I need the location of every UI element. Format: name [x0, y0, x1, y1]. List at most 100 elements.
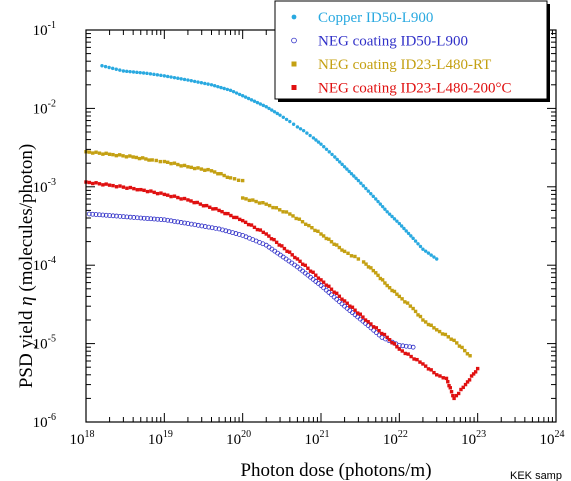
data-point-fill — [282, 246, 287, 251]
data-point-fill — [403, 300, 407, 304]
data-point-fill — [432, 370, 436, 375]
data-point-fill — [274, 240, 279, 245]
legend-label: NEG coating ID23-L480-RT — [318, 57, 491, 73]
data-point-fill — [298, 259, 302, 264]
data-point-fill — [230, 230, 235, 236]
data-point — [410, 344, 416, 350]
data-point-fill — [429, 253, 433, 257]
data-point-fill — [269, 237, 274, 241]
y-tick-label: 10-3 — [33, 177, 56, 196]
data-point — [162, 74, 167, 78]
data-point-fill — [337, 294, 342, 298]
data-point-fill — [284, 117, 289, 122]
data-point-fill — [275, 250, 280, 256]
data-point — [301, 128, 306, 133]
data-point — [333, 155, 337, 159]
x-tick-label: 1019 — [148, 429, 173, 448]
data-point-fill — [418, 314, 423, 319]
data-point-fill — [460, 345, 464, 350]
data-point-fill — [441, 376, 445, 380]
data-point — [385, 283, 389, 288]
data-point-fill — [206, 167, 210, 172]
data-point — [397, 347, 402, 351]
data-point-fill — [93, 212, 99, 217]
data-point-fill — [216, 84, 220, 89]
data-point-fill — [158, 217, 164, 222]
data-point-fill — [141, 215, 147, 221]
data-point — [186, 78, 190, 82]
data-point-fill — [390, 288, 394, 293]
data-point-fill — [149, 189, 153, 193]
data-point-fill — [465, 352, 470, 356]
data-point-fill — [335, 157, 339, 162]
x-tick-base: 10 — [305, 432, 320, 448]
data-point-fill — [314, 273, 318, 277]
data-point-fill — [289, 260, 295, 266]
data-point-fill — [238, 217, 242, 222]
x-tick-label: 1024 — [540, 429, 565, 448]
data-point-fill — [257, 201, 262, 205]
data-point — [397, 221, 402, 226]
data-point — [145, 71, 149, 76]
data-point-fill — [222, 86, 226, 91]
series-2 — [86, 211, 416, 350]
data-point-fill — [280, 244, 284, 248]
data-point-fill — [254, 199, 258, 204]
data-point-fill — [400, 349, 404, 353]
data-point-fill — [290, 253, 294, 257]
data-point-fill — [324, 283, 328, 287]
data-point-fill — [206, 224, 212, 230]
data-point-fill — [281, 210, 285, 214]
data-point-fill — [203, 81, 207, 86]
data-point — [356, 257, 361, 261]
data-point — [295, 264, 300, 270]
data-point-fill — [387, 338, 392, 342]
data-point-fill — [214, 207, 218, 211]
data-point-fill — [310, 225, 314, 230]
data-point-fill — [350, 305, 355, 309]
data-point-fill — [347, 169, 351, 174]
data-point-fill — [103, 64, 108, 69]
data-point-fill — [243, 95, 248, 99]
data-point-fill — [403, 343, 409, 349]
data-point-fill — [249, 98, 254, 102]
data-point-fill — [182, 196, 187, 201]
data-point-fill — [271, 205, 275, 210]
data-point-fill — [145, 216, 150, 221]
data-point-fill — [473, 370, 478, 374]
data-point-fill — [364, 262, 368, 266]
data-point-fill — [413, 309, 418, 314]
y-tick-exponent: -1 — [48, 20, 56, 31]
data-point-fill — [219, 172, 223, 176]
series-3 — [84, 150, 472, 358]
data-point-fill — [332, 242, 336, 246]
data-point-fill — [212, 84, 217, 88]
data-point-fill — [374, 326, 379, 330]
data-point-fill — [392, 342, 397, 346]
data-point-fill — [395, 219, 399, 223]
data-point-fill — [426, 322, 431, 327]
legend-marker — [291, 37, 297, 44]
data-point-fill — [300, 268, 306, 274]
data-point — [319, 278, 323, 282]
data-point-fill — [128, 185, 133, 190]
data-point-fill — [380, 278, 385, 282]
data-point-fill — [278, 252, 283, 258]
data-point-fill — [128, 154, 132, 158]
x-axis-label: Photon dose (photons/m) — [240, 460, 431, 481]
x-tick-label: 1020 — [226, 429, 251, 448]
data-point-fill — [188, 221, 194, 227]
data-point-fill — [235, 215, 239, 220]
data-point-fill — [303, 222, 308, 226]
data-point-fill — [446, 335, 450, 339]
data-point-fill — [274, 206, 279, 210]
data-point-fill — [327, 150, 331, 154]
legend-label: NEG coating ID23-L480-200°C — [318, 81, 511, 97]
data-point-fill — [392, 217, 397, 221]
data-point-fill — [152, 190, 156, 195]
data-point — [86, 211, 92, 217]
data-point-fill — [324, 147, 329, 151]
data-point-fill — [316, 140, 321, 144]
series-1 — [100, 64, 439, 261]
data-point-fill — [287, 250, 292, 254]
